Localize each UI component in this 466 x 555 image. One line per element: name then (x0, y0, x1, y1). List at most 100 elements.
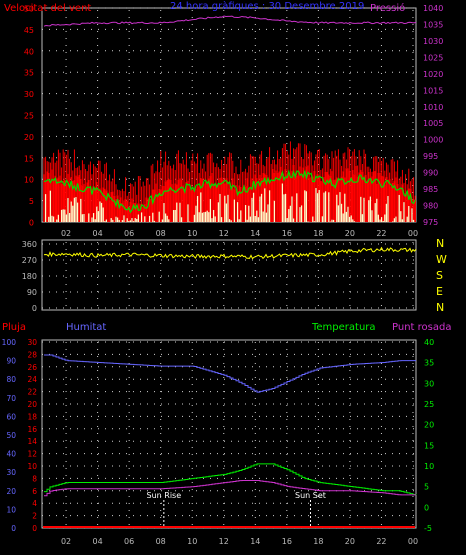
temperature-tick: -5 (424, 524, 432, 533)
rain-tick: 80 (6, 375, 16, 384)
humidity-tick: 14 (27, 437, 37, 446)
humidity-tick: 24 (27, 375, 37, 384)
rain-tick: 20 (6, 487, 16, 496)
rain-tick: 100 (2, 338, 17, 347)
direction-degree-tick: 270 (22, 256, 37, 265)
wind-time-tick: 12 (219, 229, 229, 238)
rain-label: Pluja (2, 322, 26, 333)
direction-panel-marks (43, 246, 417, 260)
climate-time-axis: 02 04 06 08 10 12 14 16 18 20 22 00 (61, 537, 418, 546)
wind-time-tick: 08 (156, 229, 166, 238)
humidity-tick: 26 (27, 363, 37, 372)
wind-speed-tick: 0 (29, 219, 34, 228)
temperature-axis: -5 0 5 10 15 20 25 30 35 40 (424, 338, 434, 533)
pressure-tick: 1000 (423, 136, 443, 145)
wind-time-tick: 18 (313, 229, 323, 238)
wind-speed-tick: 50 (24, 5, 34, 14)
humidity-tick: 20 (27, 400, 37, 409)
temperature-tick: 20 (424, 421, 434, 430)
temperature-tick: 40 (424, 338, 434, 347)
pressure-tick: 1015 (423, 86, 443, 95)
direction-degree-tick: 0 (32, 304, 37, 313)
wind-speed-axis: 0 5 10 15 20 25 30 35 40 45 50 (24, 5, 34, 228)
rain-axis: 0 10 20 30 40 50 60 70 80 90 100 (2, 338, 17, 533)
sun-annotations: Sun Rise Sun Set (147, 491, 326, 528)
pressure-tick: 1040 (423, 4, 443, 13)
humidity-tick: 22 (27, 388, 37, 397)
climate-panel-grid (42, 341, 416, 529)
wind-time-tick: 02 (61, 229, 71, 238)
direction-panel-grid (42, 242, 416, 310)
rain-tick: 40 (6, 450, 16, 459)
direction-degree-tick: 180 (22, 272, 37, 281)
pressure-tick: 1010 (423, 103, 443, 112)
wind-mean-line (43, 169, 416, 214)
humidity-line (44, 354, 416, 393)
climate-panel-frame (41, 339, 417, 529)
humidity-tick: 30 (27, 338, 37, 347)
rain-tick: 30 (6, 468, 16, 477)
wind-speed-tick: 20 (24, 133, 34, 142)
compass-tick: E (436, 285, 443, 298)
pressure-tick: 995 (423, 152, 438, 161)
humidity-tick: 10 (27, 462, 37, 471)
wind-time-tick: 22 (376, 229, 386, 238)
wind-speed-label: Velocitat del vent (4, 3, 91, 14)
pressure-tick: 975 (423, 218, 438, 227)
rain-tick: 50 (6, 431, 16, 440)
temperature-tick: 10 (424, 462, 434, 471)
wind-time-tick: 16 (282, 229, 292, 238)
temperature-tick: 15 (424, 441, 434, 450)
climate-time-tick: 14 (250, 537, 260, 546)
rain-tick: 90 (6, 357, 16, 366)
wind-time-tick: 00 (408, 229, 418, 238)
pressure-axis: 975 980 985 990 995 1000 1005 1010 1015 1020 1025 1… (423, 4, 443, 227)
temperature-tick: 25 (424, 400, 434, 409)
humidity-tick: 12 (27, 450, 37, 459)
wind-time-tick: 04 (93, 229, 103, 238)
temperature-tick: 0 (424, 503, 429, 512)
dewpoint-label: Punt rosada (392, 322, 451, 333)
wind-speed-tick: 45 (24, 26, 34, 35)
humidity-tick: 4 (32, 499, 37, 508)
temperature-tick: 5 (424, 483, 429, 492)
wind-speed-tick: 40 (24, 47, 34, 56)
wind-speed-tick: 25 (24, 112, 34, 121)
wind-speed-tick: 15 (24, 154, 34, 163)
pressure-tick: 980 (423, 202, 438, 211)
direction-degree-axis: 0 90 180 270 360 (22, 240, 37, 313)
climate-time-tick: 12 (219, 537, 229, 546)
climate-time-tick: 10 (187, 537, 197, 546)
wind-time-tick: 06 (124, 229, 134, 238)
humidity-tick: 2 (32, 512, 37, 521)
sun-marker-label: Sun Set (295, 491, 326, 500)
wind-time-tick: 14 (250, 229, 260, 238)
pressure-tick: 1035 (423, 20, 443, 29)
humidity-tick: 8 (32, 474, 37, 483)
humidity-tick: 0 (32, 524, 37, 533)
rain-tick: 10 (6, 505, 16, 514)
wind-time-tick: 10 (187, 229, 197, 238)
climate-time-tick: 04 (93, 537, 103, 546)
pressure-tick: 1020 (423, 70, 443, 79)
climate-time-tick: 02 (61, 537, 71, 546)
climate-time-tick: 00 (408, 537, 418, 546)
humidity-tick: 18 (27, 412, 37, 421)
wind-time-axis: 02 04 06 08 10 12 14 16 18 20 22 00 (61, 229, 418, 238)
climate-time-tick: 16 (282, 537, 292, 546)
climate-time-tick: 20 (345, 537, 355, 546)
climate-time-tick: 22 (376, 537, 386, 546)
temperature-tick: 30 (424, 379, 434, 388)
wind-panel-grid (42, 7, 416, 223)
wind-panel-marks (43, 15, 417, 222)
rain-tick: 70 (6, 394, 16, 403)
humidity-tick: 6 (32, 487, 37, 496)
direction-degree-tick: 360 (22, 240, 37, 249)
pressure-tick: 990 (423, 169, 438, 178)
